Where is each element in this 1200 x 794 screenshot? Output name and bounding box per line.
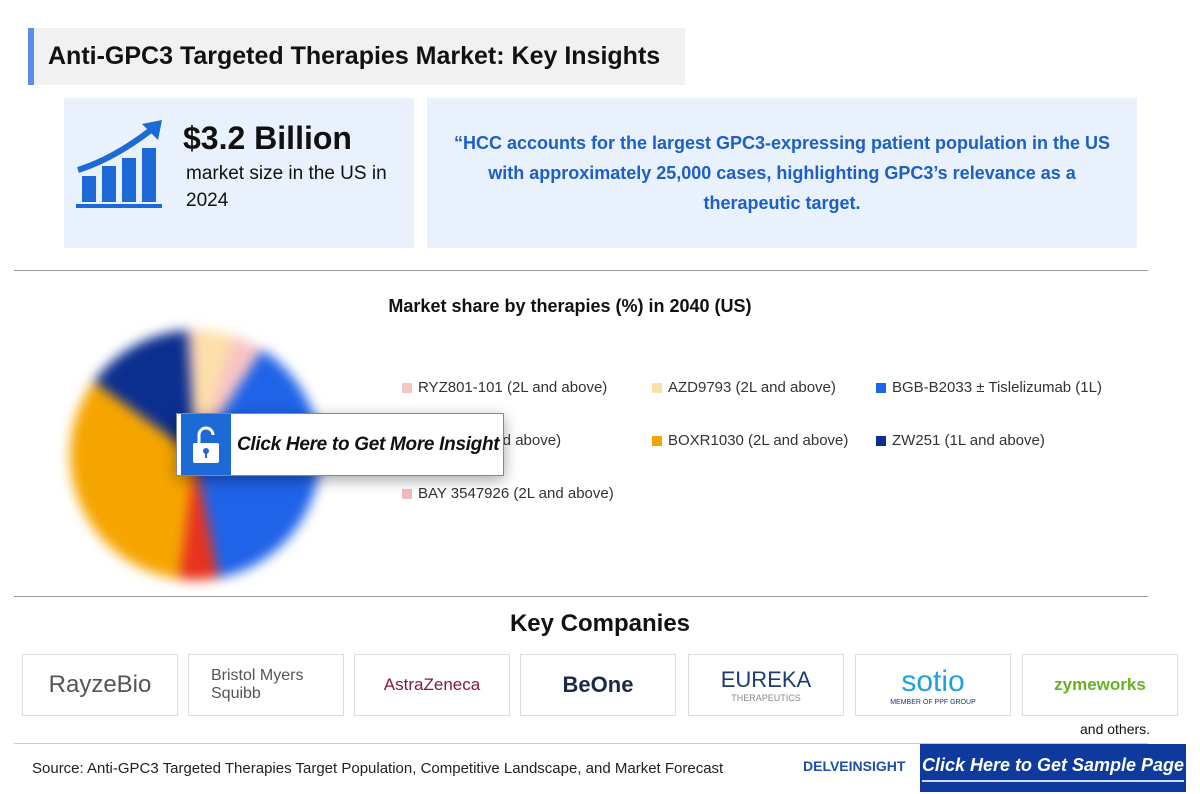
market-size-label: market size in the US in 2024 (186, 163, 387, 211)
logo-text: AstraZeneca (383, 675, 481, 694)
logo-text: sotio (901, 664, 965, 698)
legend-swatch (402, 382, 412, 393)
legend-item: BOXR1030 (2L and above) (652, 432, 848, 449)
legend-label: AZD9793 (2L and above) (668, 379, 836, 396)
page-title: Anti-GPC3 Targeted Therapies Market: Key… (28, 28, 685, 85)
legend-item: ZW251 (1L and above) (876, 432, 1045, 449)
source-text: Source: Anti-GPC3 Targeted Therapies Tar… (32, 760, 724, 777)
legend-label: BOXR1030 (2L and above) (668, 432, 849, 449)
pie-slice (69, 381, 195, 580)
more-insight-button[interactable]: Click Here to Get More Insight (176, 413, 504, 476)
divider (14, 270, 1148, 271)
legend-item: BGB-B2033 ± Tislelizumab (1L) (876, 379, 1102, 396)
logo-text: BeOne (562, 672, 634, 697)
stat-card (64, 98, 414, 248)
sample-page-button[interactable]: Click Here to Get Sample Page (920, 744, 1186, 792)
sample-page-label: Click Here to Get Sample Page (921, 755, 1185, 782)
logo-beone: BeOne (520, 654, 676, 716)
logo-text: Bristol Myers Squibb (211, 667, 304, 702)
logo-bms: Bristol Myers Squibb (188, 654, 344, 716)
legend-label: RYZ801-101 (2L and above) (418, 379, 608, 396)
legend-swatch (652, 435, 662, 446)
logo-text: EUREKA (720, 667, 812, 692)
logo-astrazeneca: AstraZeneca (354, 654, 510, 716)
legend-swatch (876, 382, 886, 393)
more-insight-label: Click Here to Get More Insight (237, 433, 500, 455)
pie-slice (93, 330, 195, 455)
insight-quote: “HCC accounts for the largest GPC3-expre… (427, 98, 1137, 248)
logo-rayzebio: RayzeBio (22, 654, 178, 716)
market-size-value: $3.2 Billion (183, 120, 352, 156)
legend-item: BAY 3547926 (2L and above) (402, 485, 614, 502)
logo-subtext: THERAPEUTICS (731, 693, 801, 703)
logo-subtext: MEMBER OF PPF GROUP (890, 698, 976, 706)
legend-item: AZD9793 (2L and above) (652, 379, 836, 396)
legend-swatch (876, 435, 886, 446)
unlock-icon (177, 414, 231, 475)
growth-chart-icon (76, 120, 162, 208)
legend-label: BGB-B2033 ± Tislelizumab (1L) (892, 379, 1102, 396)
pie-slice (179, 455, 219, 580)
legend-swatch (652, 382, 662, 393)
chart-title: Market share by therapies (%) in 2040 (U… (388, 296, 752, 316)
logo-text: zymeworks (1054, 675, 1146, 694)
logo-text: RayzeBio (48, 671, 152, 698)
logo-sotio: sotio MEMBER OF PPF GROUP (855, 654, 1011, 716)
legend-label: BAY 3547926 (2L and above) (418, 485, 614, 502)
key-companies-title: Key Companies (509, 610, 691, 637)
logo-zymeworks: zymeworks (1022, 654, 1178, 716)
delveinsight-logo: DELVEINSIGHT (803, 758, 906, 774)
divider (14, 743, 1148, 744)
legend-swatch (402, 488, 412, 499)
legend-label: and above) (486, 432, 562, 449)
legend-item: RYZ801-101 (2L and above) (402, 379, 607, 396)
and-others: and others. (1080, 721, 1151, 737)
legend-label: ZW251 (1L and above) (892, 432, 1045, 449)
divider (14, 596, 1148, 597)
logo-eureka: EUREKA THERAPEUTICS (688, 654, 844, 716)
